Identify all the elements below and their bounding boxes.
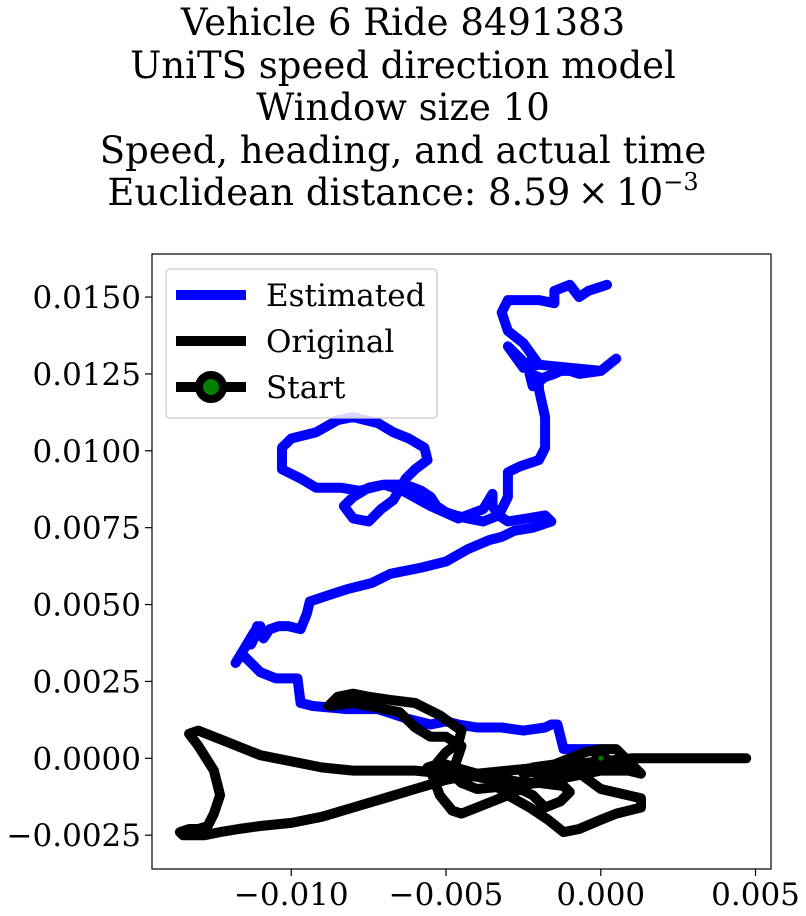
x-tick-label: 0.005 [711,877,800,913]
y-tick-label: 0.0125 [33,357,141,393]
series-estimated-line [230,279,622,755]
y-tick-label: 0.0025 [33,664,141,700]
title-line-2: UniTS speed direction model [130,43,676,87]
legend-frame [165,268,438,419]
distance-times: × [577,171,609,214]
x-axis: −0.010 −0.005 0.000 0.005 [234,869,800,913]
y-axis: −0.0025 0.0000 0.0025 0.0050 0.0075 0.0100 0.0… [7,280,152,854]
legend-start-marker [195,371,227,403]
x-tick-label: 0.000 [556,877,645,913]
title-line-4: Speed, heading, and actual time [99,128,707,172]
y-tick-label: 0.0050 [33,588,141,624]
plot-area-frame [151,253,772,870]
title-line-5: Euclidean distance: 8.59 × 10−3 [0,170,806,215]
y-tick-label: 0.0100 [33,434,141,470]
x-tick-label: −0.010 [234,877,349,913]
legend-original-label: Original [266,324,394,360]
legend: Estimated Original Start [165,268,438,419]
series-layer [174,279,752,841]
distance-base: 10 [616,171,664,214]
chart-title: Vehicle 6 Ride 8491383 UniTS speed direc… [0,1,806,215]
start-point-marker [591,748,611,768]
title-line-1: Vehicle 6 Ride 8491383 [180,1,626,44]
legend-start-label: Start [266,370,346,406]
x-tick-label: −0.005 [389,877,504,913]
series-original-line [174,688,752,841]
start-layer [591,748,611,768]
legend-estimated-label: Estimated [266,278,425,314]
distance-label: Euclidean distance: 8.59 [107,171,571,214]
y-tick-label: 0.0075 [33,511,141,547]
y-tick-label: 0.0150 [33,280,141,316]
title-line-3: Window size 10 [256,86,550,129]
y-tick-label: −0.0025 [7,818,141,854]
distance-exponent: −3 [663,168,699,196]
y-tick-label: 0.0000 [33,741,141,777]
